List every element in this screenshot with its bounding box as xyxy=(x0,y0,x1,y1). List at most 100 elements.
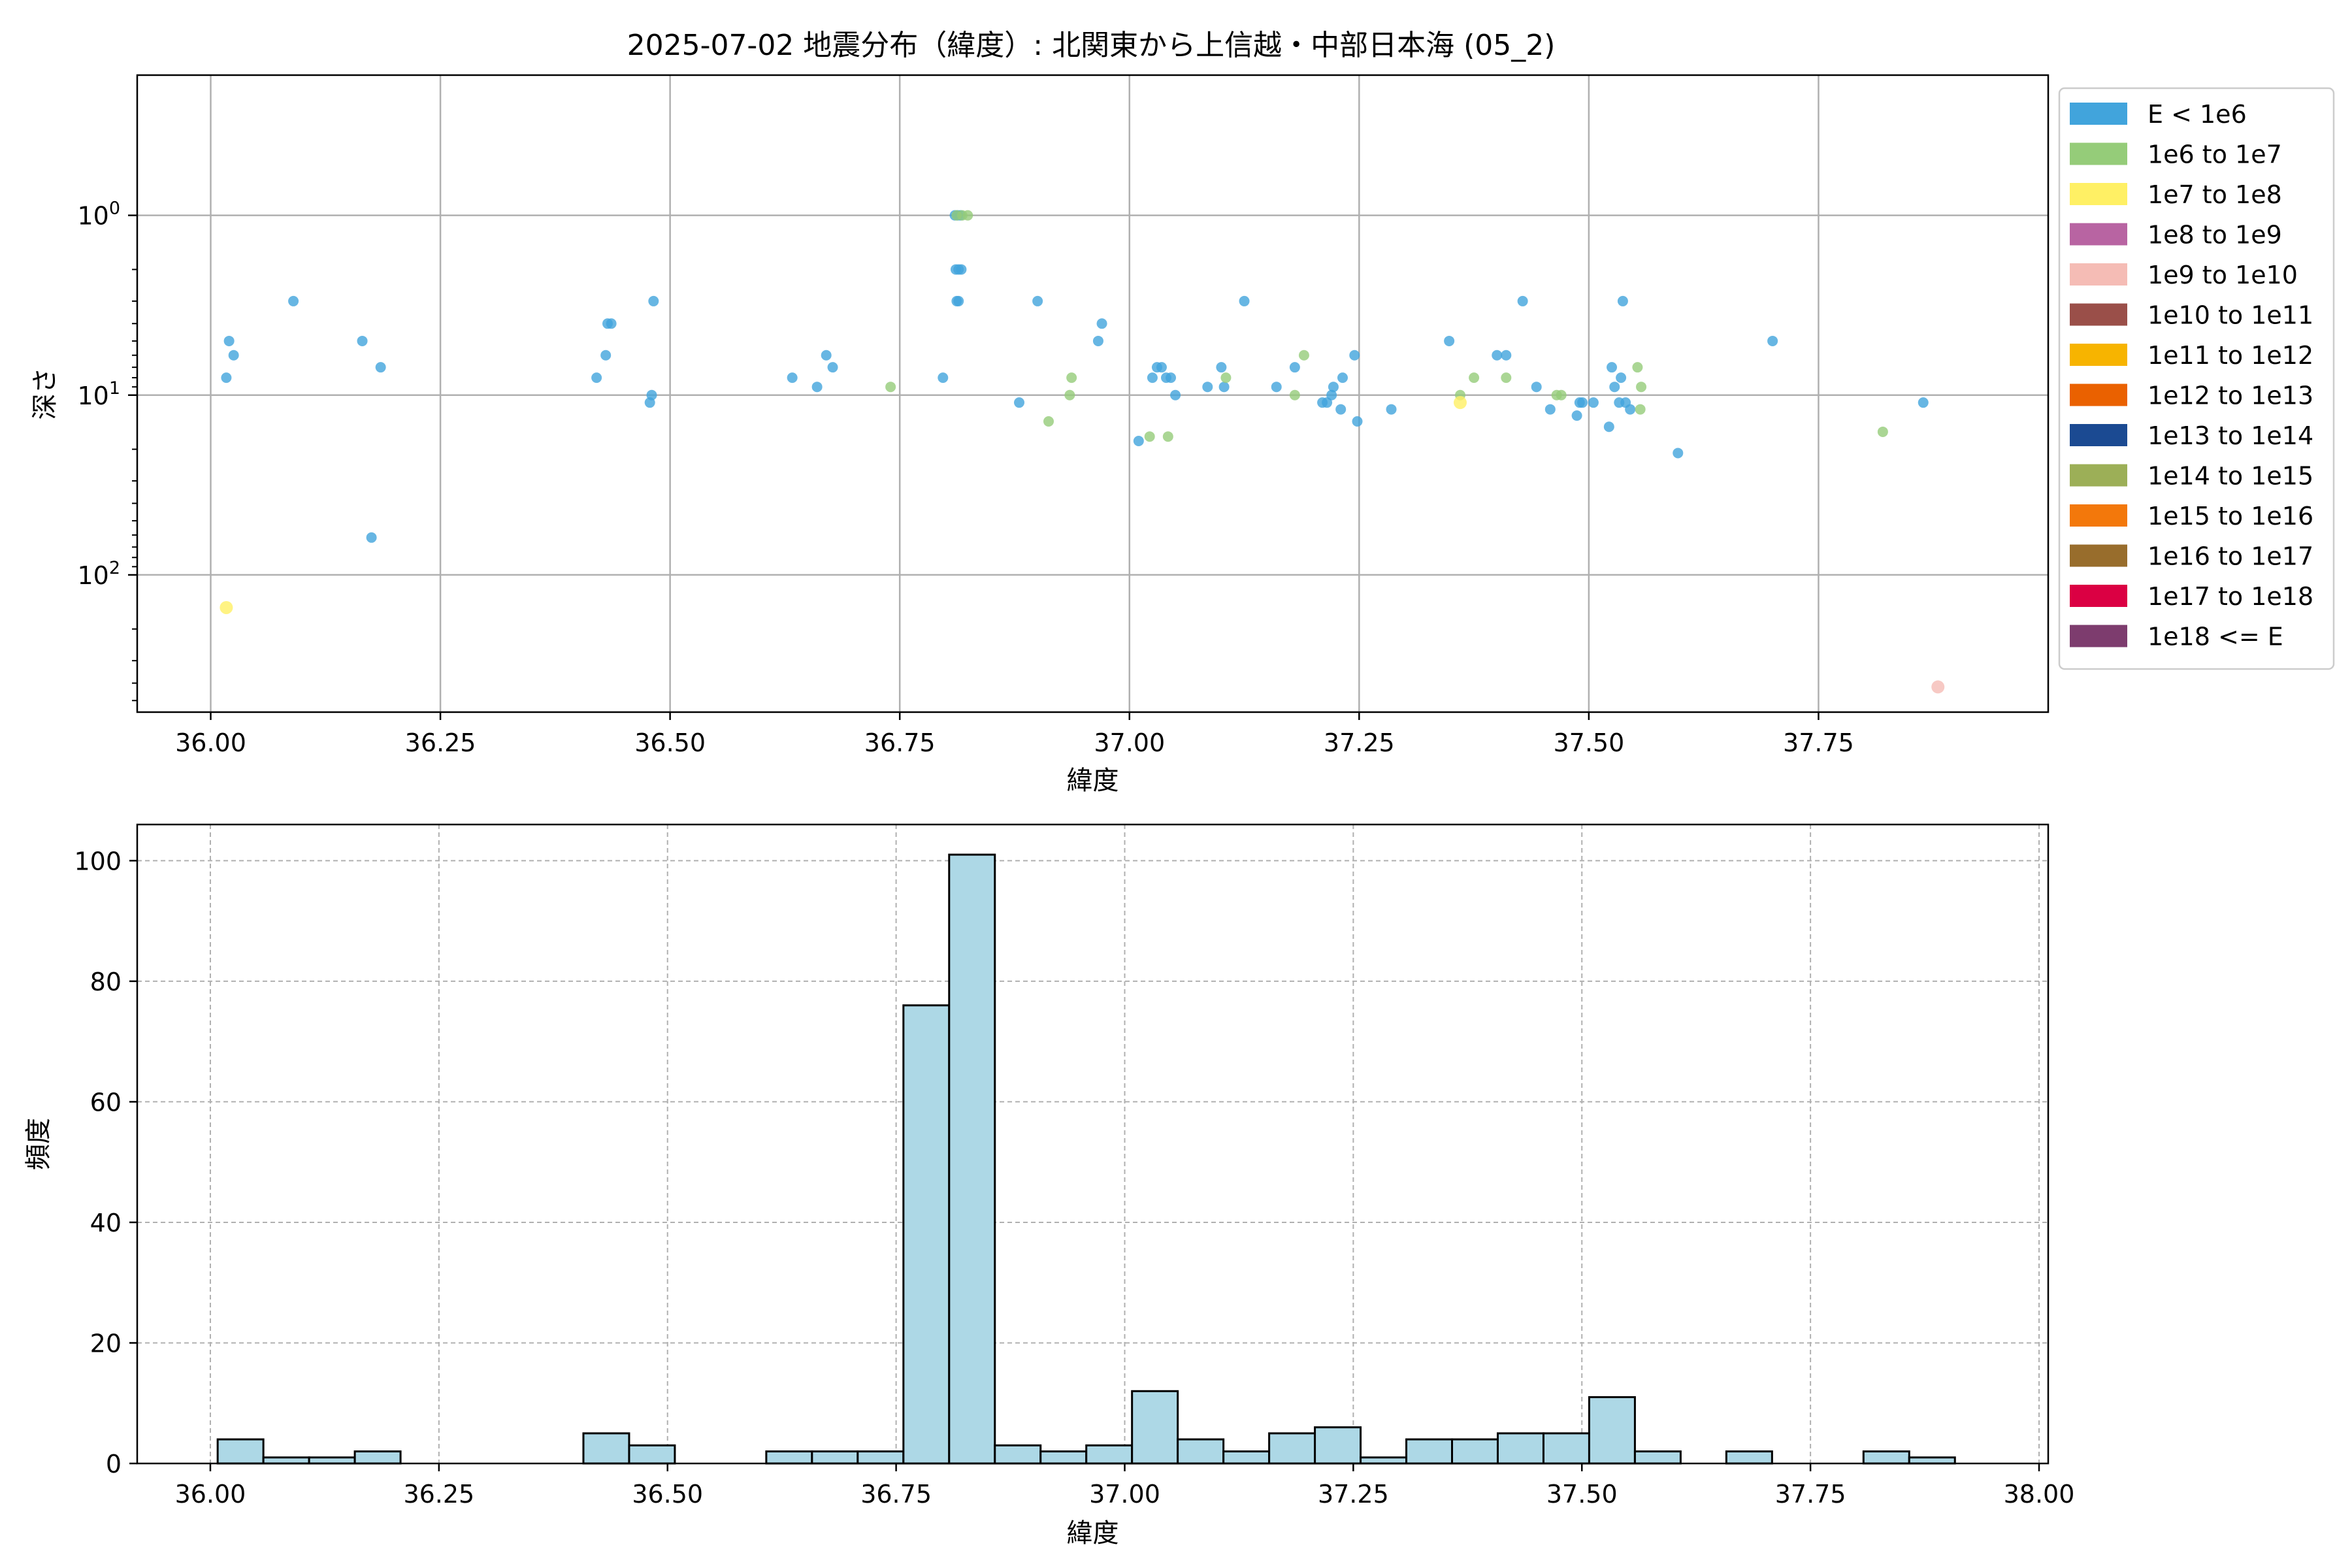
scatter-point xyxy=(1577,397,1588,408)
scatter-point xyxy=(1202,382,1213,393)
histogram-bar xyxy=(216,1438,265,1465)
histogram-bar xyxy=(628,1444,676,1465)
scatter-point xyxy=(288,295,299,306)
scatter-point xyxy=(1326,389,1337,400)
scatter-point xyxy=(1607,362,1618,373)
scatter-panel: 36.00 36.25 36.50 36.75 37.00 37.25 37.50 37.75… xyxy=(30,74,2335,796)
scatter-point xyxy=(1349,350,1360,361)
histogram-bar xyxy=(1314,1426,1362,1465)
legend-label: 1e6 to 1e7 xyxy=(2148,140,2282,169)
scatter-point xyxy=(366,532,377,543)
scatter-point xyxy=(821,350,832,361)
histogram-bar xyxy=(902,1004,951,1465)
scatter-point xyxy=(811,382,823,393)
scatter-point xyxy=(1492,350,1503,361)
scatter-point xyxy=(1220,372,1232,384)
histogram-bar xyxy=(1451,1438,1499,1465)
scatter-point xyxy=(1096,318,1107,329)
scatter-point xyxy=(827,362,838,373)
histogram-x-axis-label: 緯度 xyxy=(1067,1518,1119,1548)
histogram-x-tick-label: 36.25 xyxy=(403,1480,474,1509)
legend-label: 1e14 to 1e15 xyxy=(2148,462,2313,491)
histogram-bar xyxy=(811,1450,859,1465)
scatter-point xyxy=(1544,404,1556,415)
scatter-point xyxy=(1239,295,1250,306)
scatter-y-tick-label: 101 xyxy=(77,378,120,410)
histogram-y-axis-label: 頻度 xyxy=(24,1118,54,1170)
scatter-point xyxy=(1635,404,1646,415)
scatter-point xyxy=(1133,436,1144,447)
histogram-bar xyxy=(1588,1396,1636,1465)
scatter-point xyxy=(221,372,232,384)
scatter-point xyxy=(1603,421,1614,433)
scatter-point xyxy=(1617,295,1628,306)
scatter-point xyxy=(1218,382,1230,393)
scatter-point xyxy=(1556,389,1567,400)
scatter-point xyxy=(1170,389,1181,400)
histogram-y-tick-label: 0 xyxy=(106,1450,122,1478)
scatter-x-tick-label: 36.25 xyxy=(405,728,476,757)
scatter-point xyxy=(1289,389,1300,400)
scatter-point xyxy=(606,318,617,329)
legend-label: 1e17 to 1e18 xyxy=(2148,582,2313,611)
legend-swatch xyxy=(2070,544,2127,567)
legend-swatch xyxy=(2070,464,2127,487)
legend-label: E < 1e6 xyxy=(2148,100,2247,129)
scatter-point xyxy=(962,210,973,221)
histogram-bar xyxy=(1222,1450,1271,1465)
scatter-point xyxy=(1636,382,1647,393)
histogram-panel: 36.00 36.25 36.50 36.75 37.00 37.25 37.50 37.75… xyxy=(24,823,2075,1548)
scatter-point xyxy=(1043,416,1054,427)
scatter-point xyxy=(1571,410,1582,421)
legend: E < 1e6 1e6 to 1e7 1e7 to 1e8 1e8 to 1e9 1e9… xyxy=(2058,87,2335,670)
scatter-point xyxy=(1877,426,1888,437)
legend-swatch xyxy=(2070,585,2127,607)
scatter-point xyxy=(1673,448,1684,459)
histogram-y-tick-label: 20 xyxy=(90,1329,122,1358)
scatter-point xyxy=(1918,397,1929,408)
legend-swatch xyxy=(2070,344,2127,366)
histogram-bar xyxy=(1085,1444,1134,1465)
scatter-point xyxy=(1616,372,1627,384)
histogram-x-tick-label: 36.00 xyxy=(175,1480,246,1509)
scatter-point xyxy=(375,362,386,373)
scatter-point xyxy=(1632,362,1643,373)
scatter-point xyxy=(1271,382,1282,393)
scatter-point xyxy=(1517,295,1528,306)
scatter-point xyxy=(1444,335,1455,346)
scatter-x-tick-label: 37.50 xyxy=(1553,728,1624,757)
histogram-bar xyxy=(1496,1432,1544,1465)
histogram-bar xyxy=(994,1444,1042,1465)
scatter-point xyxy=(1469,372,1480,384)
scatter-point xyxy=(1588,397,1599,408)
scatter-point xyxy=(1066,372,1077,384)
histogram-bar xyxy=(1542,1432,1590,1465)
histogram-x-tick-label: 36.50 xyxy=(632,1480,703,1509)
legend-label: 1e15 to 1e16 xyxy=(2148,502,2313,531)
histogram-bar xyxy=(948,853,996,1465)
histogram-bar xyxy=(1633,1450,1682,1465)
scatter-point xyxy=(1289,362,1300,373)
scatter-x-tick-label: 37.25 xyxy=(1324,728,1395,757)
legend-swatch xyxy=(2070,504,2127,527)
histogram-y-tick-label: 100 xyxy=(74,847,122,875)
scatter-point xyxy=(1352,416,1363,427)
scatter-point xyxy=(1454,396,1467,410)
scatter-point xyxy=(1337,372,1348,384)
scatter-point xyxy=(1156,362,1167,373)
histogram-bar xyxy=(582,1432,630,1465)
legend-label: 1e7 to 1e8 xyxy=(2148,180,2282,209)
legend-swatch xyxy=(2070,103,2127,125)
scatter-point xyxy=(885,382,896,393)
histogram-axes-frame xyxy=(136,823,2050,1465)
legend-label: 1e9 to 1e10 xyxy=(2148,261,2298,289)
legend-swatch xyxy=(2070,142,2127,165)
histogram-x-tick-label: 36.75 xyxy=(860,1480,932,1509)
histogram-bar xyxy=(1360,1456,1408,1465)
scatter-point xyxy=(1386,404,1397,415)
histogram-bar xyxy=(857,1450,905,1465)
histogram-bar xyxy=(308,1456,356,1465)
legend-swatch xyxy=(2070,303,2127,326)
histogram-x-tick-label: 38.00 xyxy=(2004,1480,2075,1509)
